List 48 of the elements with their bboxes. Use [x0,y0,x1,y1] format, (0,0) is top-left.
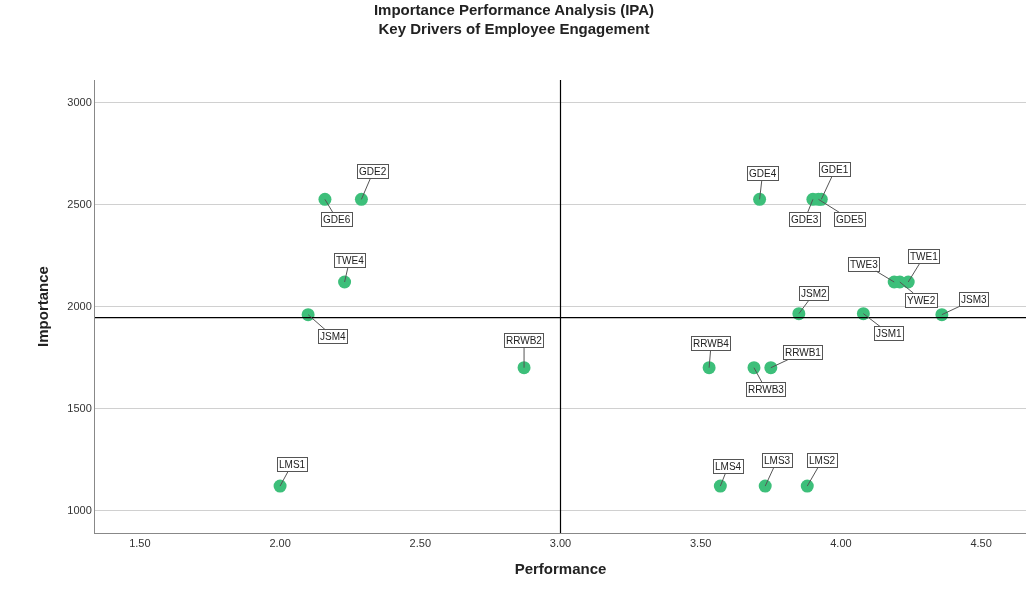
data-label: LMS4 [715,461,742,472]
data-label: JSM1 [876,328,902,339]
data-label: GDE1 [821,164,849,175]
data-label: GDE4 [749,168,777,179]
data-label: GDE3 [791,214,819,225]
data-label: YWE2 [907,295,936,306]
x-tick-label: 2.00 [269,537,291,550]
data-label: GDE5 [836,214,864,225]
point [747,361,761,375]
data-label: JSM3 [961,294,987,305]
data-label: GDE2 [359,166,387,177]
chart-subtitle: Key Drivers of Employee Engagement [378,20,650,38]
point [758,479,772,493]
x-tick-label: 2.50 [409,537,431,550]
point [354,192,368,206]
data-label: LMS2 [809,455,836,466]
x-tick-label: 4.50 [970,537,992,550]
x-axis-title: Performance [514,560,607,578]
data-label: TWE3 [850,259,879,270]
x-tick-label: 3.50 [690,537,712,550]
data-label: TWE4 [336,255,365,266]
point [702,361,716,375]
point [338,275,352,289]
data-label: RRWB3 [748,384,785,395]
y-tick-label: 2000 [67,300,92,313]
data-label: LMS1 [279,459,306,470]
data-label: TWE1 [910,251,939,262]
chart-title: Importance Performance Analysis (IPA) [373,0,655,18]
data-label: RRWB2 [506,335,543,346]
data-label: JSM4 [320,331,346,342]
point [713,479,727,493]
x-tick-label: 3.00 [549,537,572,550]
point [800,479,814,493]
data-label: JSM2 [801,288,827,299]
data-label: GDE6 [323,214,351,225]
y-tick-label: 3000 [67,96,92,109]
y-tick-label: 2500 [67,198,92,211]
data-label: RRWB4 [693,338,730,349]
data-label: RRWB1 [785,347,822,358]
y-tick-label: 1500 [67,402,92,415]
point [318,192,332,206]
y-tick-label: 1000 [67,504,92,517]
x-tick-label: 4.00 [830,537,852,550]
point [764,361,778,375]
x-tick-label: 1.50 [129,537,151,550]
data-label: LMS3 [764,455,791,466]
y-axis-title: Importance [33,266,51,347]
point [753,192,767,206]
